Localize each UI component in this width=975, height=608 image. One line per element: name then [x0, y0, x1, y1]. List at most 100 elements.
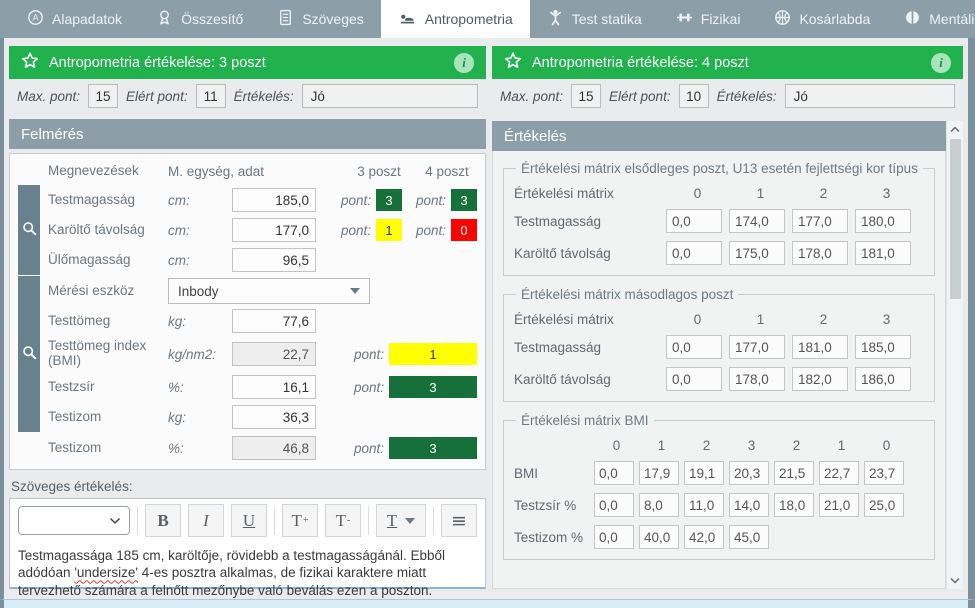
pont-label: pont:: [353, 440, 384, 456]
matrix-cell[interactable]: 181,0: [792, 335, 848, 359]
karolto-input[interactable]: 177,0: [232, 218, 316, 242]
ertekeles-value: Jó: [784, 84, 955, 108]
tab-szoveges[interactable]: Szöveges: [260, 0, 380, 38]
matrix-cell[interactable]: 23,7: [864, 461, 904, 485]
font-increase-button[interactable]: T +: [282, 504, 318, 537]
bold-glyph: B: [157, 510, 169, 530]
row-label: Ülőmagasság: [48, 251, 131, 267]
tab-antropometria[interactable]: Antropometria: [380, 0, 530, 38]
evaluation-scrollbar[interactable]: [946, 121, 963, 589]
matrix-cell[interactable]: 174,0: [729, 209, 785, 233]
tab-label: Összesítő: [181, 11, 244, 27]
matrix-cell[interactable]: 0,0: [666, 241, 722, 265]
scroll-up-icon[interactable]: [947, 121, 964, 138]
matrix-cell[interactable]: 186,0: [855, 367, 911, 391]
info-icon[interactable]: i: [454, 52, 474, 73]
tab-mentalis[interactable]: Mentális: [887, 0, 975, 38]
editor-toolbar: B I U T + T- T ≡: [10, 499, 485, 542]
testmagassag-input[interactable]: 185,0: [232, 188, 316, 212]
matrix-cell[interactable]: 8,0: [639, 493, 679, 517]
group-zoom-bar[interactable]: [18, 185, 40, 275]
matrix-cell[interactable]: 20,3: [729, 461, 769, 485]
row-meresi-eszkoz: Mérési eszköz Inbody: [48, 276, 477, 306]
col-head: 2: [702, 438, 711, 453]
underline-button[interactable]: U: [231, 504, 267, 537]
tab-alapadatok[interactable]: A Alapadatok: [10, 0, 139, 38]
matrix-cell[interactable]: 185,0: [855, 335, 911, 359]
testtomeg-input[interactable]: 77,6: [232, 309, 316, 333]
scrollbar-thumb[interactable]: [949, 139, 961, 299]
matrix-cell[interactable]: 17,9: [639, 461, 679, 485]
pont-label: pont:: [415, 192, 446, 208]
matrix-header-row: Értékelési mátrix 0 1 2 3: [514, 186, 924, 201]
matrix-cell[interactable]: 0,0: [594, 461, 634, 485]
row-bmi: Testtömeg index (BMI) kg/nm2: 22,7 pont:…: [48, 336, 477, 372]
ulomagassag-input[interactable]: 96,5: [232, 248, 316, 272]
matrix-elsodleges-poszt: Értékelési mátrix elsődleges poszt, U13 …: [503, 161, 935, 276]
matrix-cell[interactable]: 45,0: [729, 525, 769, 549]
info-icon[interactable]: i: [931, 52, 951, 73]
matrix-cell[interactable]: 25,0: [864, 493, 904, 517]
tab-kosarlabda[interactable]: Kosárlabda: [757, 0, 887, 38]
group-zoom-bar[interactable]: [18, 276, 40, 432]
matrix-cell[interactable]: 19,1: [684, 461, 724, 485]
matrix-cell[interactable]: 178,0: [792, 241, 848, 265]
matrix-cell[interactable]: 21,5: [774, 461, 814, 485]
matrix-cell[interactable]: 0,0: [594, 493, 634, 517]
text-color-button[interactable]: T: [376, 504, 426, 537]
matrix-cell[interactable]: 21,0: [819, 493, 859, 517]
tab-osszesito[interactable]: Összesítő: [139, 0, 260, 38]
italic-button[interactable]: I: [188, 504, 224, 537]
matrix-cell[interactable]: 181,0: [855, 241, 911, 265]
format-select[interactable]: [18, 506, 130, 535]
summary-title: Antropometria értékelése: 3 poszt: [49, 54, 266, 71]
matrix-cell[interactable]: 177,0: [729, 335, 785, 359]
selected-option: Inbody: [178, 283, 219, 299]
scroll-down-icon[interactable]: [947, 572, 964, 589]
matrix-cell[interactable]: 0,0: [666, 335, 722, 359]
matrix-cell[interactable]: 42,0: [684, 525, 724, 549]
right-column: Antropometria értékelése: 4 poszt i Max.…: [492, 46, 963, 589]
row-testizom-pct: Testizom %: 46,8 pont: 3: [18, 433, 477, 463]
tab-test-statika[interactable]: Test statika: [530, 0, 659, 38]
tab-label: Test statika: [571, 11, 642, 27]
matrix-cell[interactable]: 178,0: [729, 367, 785, 391]
matrix-cell[interactable]: 177,0: [792, 209, 848, 233]
matrix-cell[interactable]: 11,0: [684, 493, 724, 517]
matrix-cell[interactable]: 0,0: [666, 367, 722, 391]
matrix-cell[interactable]: 22,7: [819, 461, 859, 485]
testizom-kg-input[interactable]: 36,3: [232, 405, 316, 429]
matrix-cell[interactable]: 180,0: [855, 209, 911, 233]
col-head: 0: [882, 438, 891, 453]
chevron-down-icon: [405, 517, 416, 524]
evaluation-text[interactable]: Testmagassága 185 cm, karöltője, rövideb…: [10, 542, 485, 599]
matrix-cell[interactable]: 0,0: [594, 525, 634, 549]
matrix-cell[interactable]: 18,0: [774, 493, 814, 517]
testzsir-input[interactable]: 16,1: [232, 375, 316, 399]
meresi-eszkoz-select[interactable]: Inbody: [168, 278, 370, 304]
tab-label: Kosárlabda: [799, 11, 871, 27]
matrix-cell[interactable]: 182,0: [792, 367, 848, 391]
matrix-cell[interactable]: 40,0: [639, 525, 679, 549]
panel-title: Értékelés: [504, 127, 567, 145]
col-megnevezesek: Megnevezések: [48, 162, 139, 178]
row-label: Testmagasság: [48, 191, 136, 207]
elert-pont-value: 10: [678, 84, 709, 108]
font-decrease-button[interactable]: T-: [325, 504, 361, 537]
italic-glyph: I: [203, 510, 209, 530]
row-label: Mérési eszköz: [48, 282, 135, 298]
align-button[interactable]: ≡: [441, 504, 477, 537]
matrix-cell[interactable]: 175,0: [729, 241, 785, 265]
profile-circle-icon: A: [27, 9, 44, 29]
row-label: Testizom %: [514, 529, 584, 545]
row-label: Testmagasság: [514, 339, 602, 355]
row-unit: %:: [168, 379, 184, 395]
tab-fizikai[interactable]: Fizikai: [659, 0, 758, 38]
ertekeles-label: Értékelés:: [716, 88, 777, 104]
align-glyph: ≡: [451, 509, 467, 532]
matrix-cell[interactable]: 14,0: [729, 493, 769, 517]
matrix-header-row: Értékelési mátrix 0 1 2 3: [514, 312, 924, 327]
matrix-cell[interactable]: 0,0: [666, 209, 722, 233]
bold-button[interactable]: B: [145, 504, 181, 537]
misspelled-word: 'undersize': [74, 565, 139, 581]
